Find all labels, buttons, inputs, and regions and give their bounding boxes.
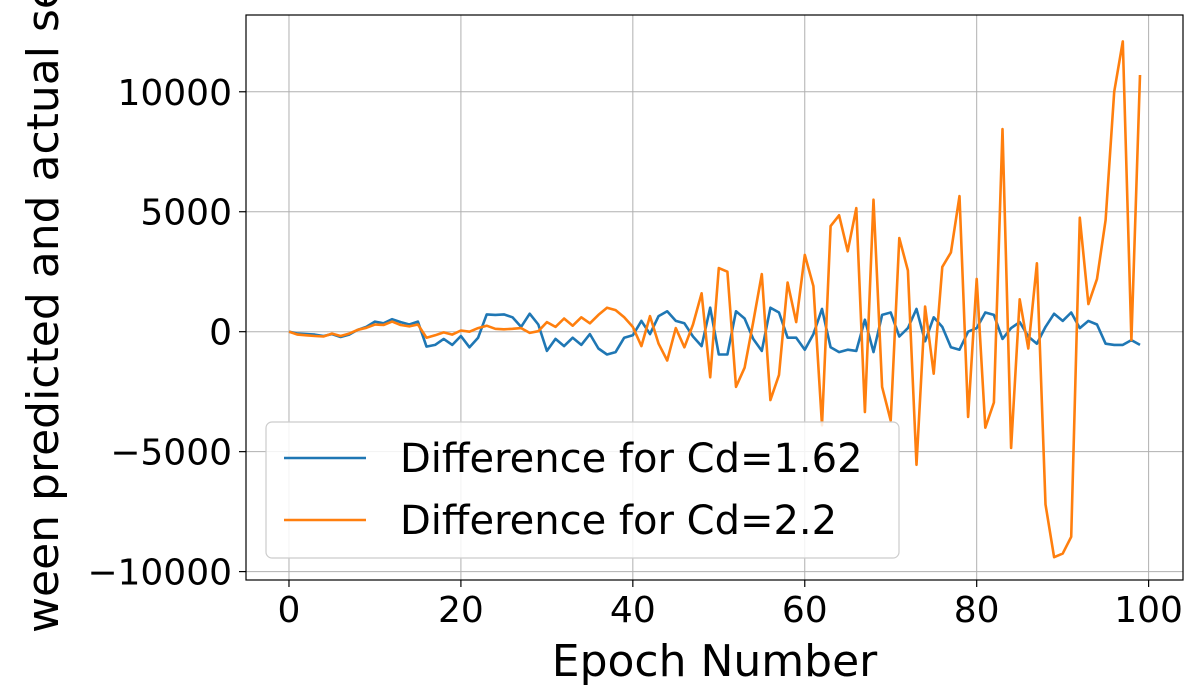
x-axis: 0 20 40 60 80 100 — [278, 580, 1183, 631]
series-line-2 — [288, 40, 1142, 559]
y-tick-label: −5000 — [110, 433, 232, 474]
x-tick-label: 80 — [954, 590, 1000, 631]
x-axis-title: Epoch Number — [552, 636, 878, 687]
y-axis: −10000 −5000 0 5000 10000 — [87, 73, 246, 594]
legend-label-1: Difference for Cd=1.62 — [400, 436, 863, 482]
y-tick-label: −10000 — [87, 553, 232, 594]
y-tick-label: 10000 — [117, 73, 232, 114]
x-tick-label: 0 — [278, 590, 301, 631]
plot-frame — [245, 14, 1184, 581]
legend-label-2: Difference for Cd=2.2 — [400, 498, 837, 544]
legend-box — [265, 421, 900, 559]
x-tick-label: 20 — [438, 590, 484, 631]
legend: Difference for Cd=1.62 Difference for Cd=… — [265, 421, 900, 559]
y-tick-label: 0 — [209, 313, 232, 354]
x-tick-label: 100 — [1114, 590, 1183, 631]
x-tick-label: 40 — [610, 590, 656, 631]
y-tick-label: 5000 — [140, 193, 232, 234]
x-tick-label: 60 — [782, 590, 828, 631]
series-lines — [288, 40, 1142, 559]
y-axis-title: ween predicted and actual se — [18, 0, 69, 633]
